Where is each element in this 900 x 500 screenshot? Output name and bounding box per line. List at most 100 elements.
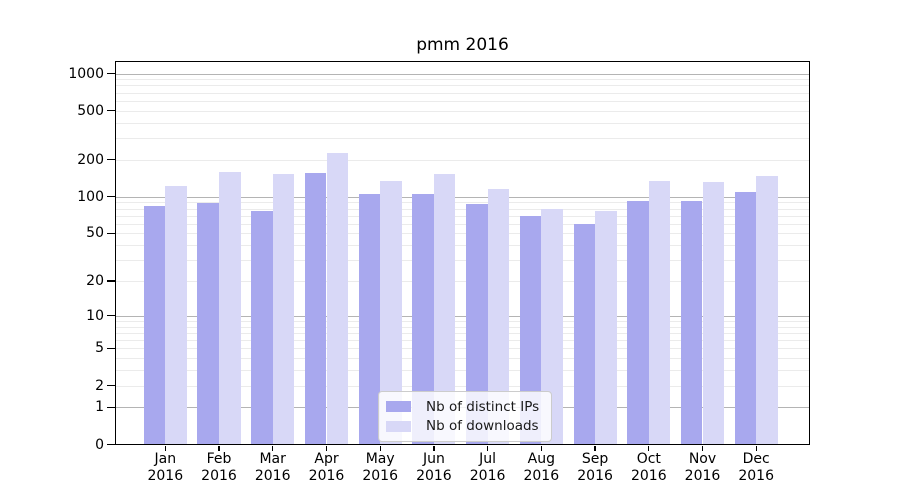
y-tick-label: 500 xyxy=(77,102,104,119)
x-tick-month: Apr xyxy=(314,451,339,467)
major-gridline xyxy=(115,315,810,317)
legend-swatch xyxy=(386,401,411,413)
bar-downloads xyxy=(272,174,295,445)
x-tick-year: 2016 xyxy=(362,467,398,484)
x-tick-month: Jan xyxy=(154,451,177,467)
x-tick-year: 2016 xyxy=(630,467,667,484)
y-tick-mark xyxy=(107,159,115,161)
x-tick-year: 2016 xyxy=(254,467,291,484)
bar-distinct-ips xyxy=(304,173,327,445)
y-tick-mark xyxy=(107,406,115,408)
x-tick-year: 2016 xyxy=(469,467,506,484)
minor-gridline xyxy=(115,159,810,161)
plot-area: Nb of distinct IPs Nb of downloads xyxy=(115,61,810,445)
x-tick-month: May xyxy=(365,451,395,467)
minor-gridline xyxy=(115,85,810,87)
bar-downloads xyxy=(326,153,349,445)
legend-item: Nb of downloads xyxy=(386,417,539,437)
x-tick-month: Jun xyxy=(422,451,445,467)
x-tick-label: Jul 2016 xyxy=(456,451,520,484)
y-tick-label: 200 xyxy=(77,151,104,168)
minor-gridline xyxy=(115,100,810,102)
bar-downloads xyxy=(648,180,671,445)
minor-gridline xyxy=(115,340,810,341)
chart-title: pmm 2016 xyxy=(416,35,509,55)
y-tick-mark xyxy=(107,347,115,349)
bar-distinct-ips xyxy=(251,210,273,445)
x-tick-month: Oct xyxy=(636,451,661,467)
x-tick-year: 2016 xyxy=(738,467,774,484)
x-tick-month: Nov xyxy=(688,451,717,467)
x-tick-mark xyxy=(755,445,757,451)
bar-distinct-ips xyxy=(519,216,542,445)
bar-distinct-ips xyxy=(358,193,381,445)
minor-gridline xyxy=(115,358,810,360)
x-tick-year: 2016 xyxy=(416,467,452,484)
y-tick-label: 1000 xyxy=(68,65,104,82)
bar-downloads xyxy=(380,181,402,445)
minor-gridline xyxy=(115,215,810,217)
bar-downloads xyxy=(219,171,241,445)
y-tick-mark xyxy=(107,280,115,282)
legend-label: Nb of downloads xyxy=(426,418,539,435)
minor-gridline xyxy=(115,208,810,210)
x-tick-mark xyxy=(540,445,542,451)
minor-gridline xyxy=(115,233,810,235)
minor-gridline xyxy=(115,122,810,124)
y-tick-label: 5 xyxy=(95,340,104,357)
y-tick-label: 10 xyxy=(86,307,104,324)
y-tick-mark xyxy=(107,315,115,317)
x-tick-mark xyxy=(272,445,274,451)
x-tick-month: Mar xyxy=(259,451,286,467)
x-tick-month: Jul xyxy=(479,451,497,467)
bar-distinct-ips xyxy=(143,205,166,445)
y-tick-mark xyxy=(107,384,115,387)
minor-gridline xyxy=(115,260,810,262)
bar-distinct-ips xyxy=(412,193,434,445)
x-tick-month: Sep xyxy=(581,451,609,467)
bar-downloads xyxy=(702,181,725,445)
bar-distinct-ips xyxy=(680,201,703,445)
x-tick-label: Oct 2016 xyxy=(617,451,681,484)
x-tick-label: Aug 2016 xyxy=(509,451,573,484)
minor-gridline xyxy=(115,326,810,328)
minor-gridline xyxy=(115,110,810,112)
x-tick-year: 2016 xyxy=(201,467,237,484)
x-tick-label: Dec 2016 xyxy=(724,451,788,484)
bar-downloads xyxy=(165,186,187,445)
x-tick-year: 2016 xyxy=(147,467,184,484)
y-tick-label: 20 xyxy=(86,273,104,289)
x-tick-label: Jun 2016 xyxy=(402,451,466,484)
x-tick-mark xyxy=(325,445,328,451)
bar-downloads xyxy=(595,210,617,445)
minor-gridline xyxy=(115,370,810,371)
minor-gridline xyxy=(115,245,810,247)
y-tick-label: 50 xyxy=(86,225,104,242)
x-tick-label: Sep 2016 xyxy=(563,451,627,484)
legend: Nb of distinct IPs Nb of downloads xyxy=(378,391,553,442)
x-tick-mark xyxy=(486,445,489,451)
y-tick-mark xyxy=(107,72,115,75)
x-tick-label: Feb 2016 xyxy=(187,451,251,484)
x-tick-month: Feb xyxy=(206,451,232,467)
y-tick-label: 100 xyxy=(77,188,104,205)
bar-distinct-ips xyxy=(734,192,757,445)
bar-downloads xyxy=(487,188,510,445)
legend-label: Nb of distinct IPs xyxy=(426,398,540,415)
y-tick-mark xyxy=(107,195,115,198)
y-tick-label: 0 xyxy=(95,436,104,453)
x-tick-mark xyxy=(433,445,435,451)
bar-downloads xyxy=(433,173,456,445)
minor-gridline xyxy=(115,202,810,204)
x-tick-label: Jan 2016 xyxy=(133,451,197,484)
bar-downloads xyxy=(756,176,778,445)
minor-gridline xyxy=(115,92,810,94)
y-tick-mark xyxy=(107,443,115,446)
x-tick-mark xyxy=(218,445,220,451)
bar-distinct-ips xyxy=(197,203,219,445)
major-gridline xyxy=(115,196,810,198)
legend-swatch xyxy=(386,420,411,432)
y-tick-label: 1 xyxy=(95,399,104,416)
x-tick-label: Nov 2016 xyxy=(671,451,735,484)
